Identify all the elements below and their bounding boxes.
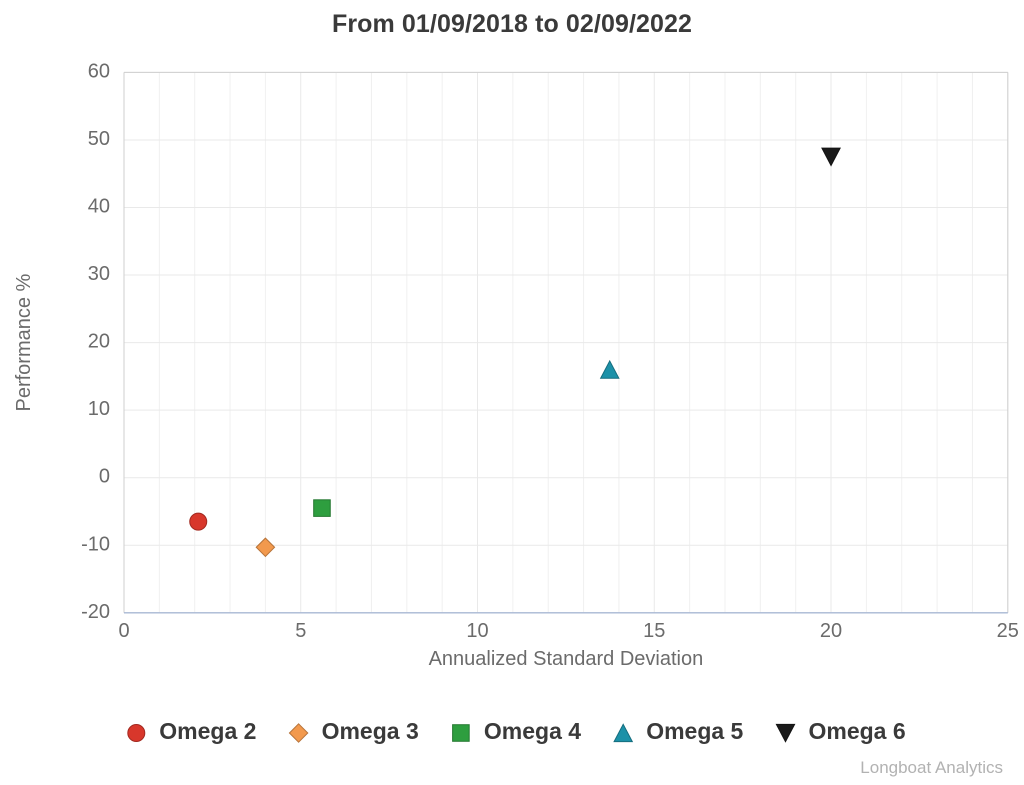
svg-text:60: 60 [88, 60, 110, 82]
svg-text:10: 10 [466, 620, 488, 642]
svg-text:-10: -10 [81, 533, 110, 555]
svg-text:Performance %: Performance % [13, 273, 35, 411]
svg-text:30: 30 [88, 263, 110, 285]
svg-text:40: 40 [88, 196, 110, 218]
svg-text:10: 10 [88, 398, 110, 420]
svg-text:20: 20 [820, 620, 842, 642]
svg-text:15: 15 [643, 620, 665, 642]
svg-text:Annualized Standard Deviation: Annualized Standard Deviation [429, 648, 704, 670]
svg-text:0: 0 [118, 620, 129, 642]
svg-text:Omega 3: Omega 3 [322, 718, 419, 744]
svg-text:Omega 6: Omega 6 [809, 718, 906, 744]
svg-text:5: 5 [295, 620, 306, 642]
svg-text:Omega 5: Omega 5 [646, 718, 743, 744]
svg-text:0: 0 [99, 466, 110, 488]
svg-text:Omega 2: Omega 2 [159, 718, 256, 744]
svg-text:25: 25 [997, 620, 1019, 642]
svg-text:20: 20 [88, 331, 110, 353]
svg-text:50: 50 [88, 128, 110, 150]
svg-text:Omega 4: Omega 4 [484, 718, 581, 744]
svg-text:-20: -20 [81, 601, 110, 623]
